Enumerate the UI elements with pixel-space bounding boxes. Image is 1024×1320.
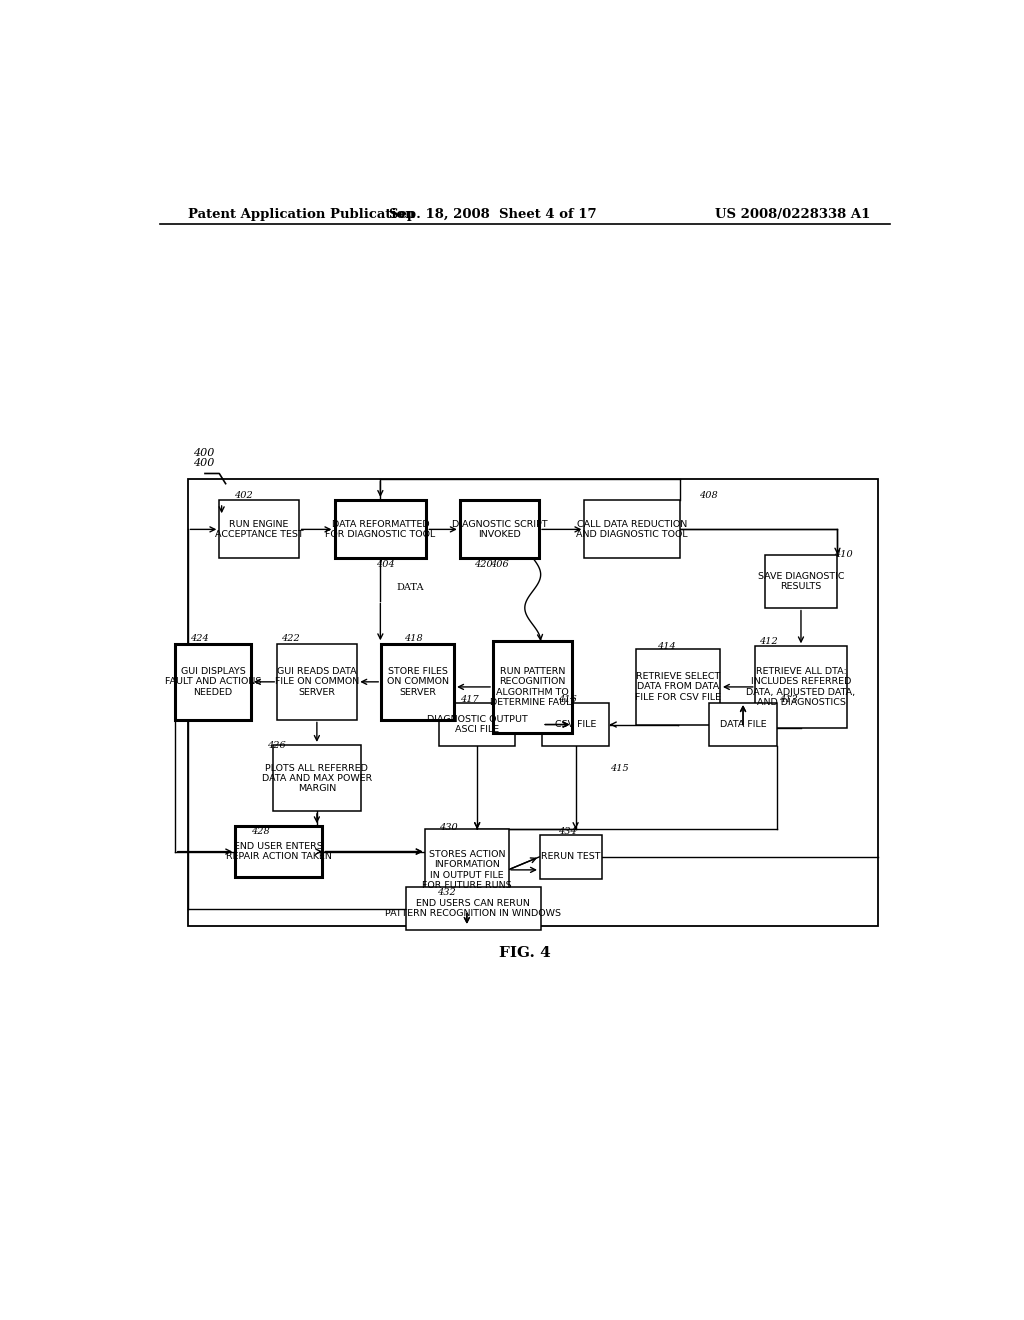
FancyBboxPatch shape [175, 644, 251, 719]
Text: END USERS CAN RERUN
PATTERN RECOGNITION IN WINDOWS: END USERS CAN RERUN PATTERN RECOGNITION … [385, 899, 561, 919]
Text: 430: 430 [439, 822, 458, 832]
Text: GUI DISPLAYS
FAULT AND ACTIONS
NEEDED: GUI DISPLAYS FAULT AND ACTIONS NEEDED [165, 667, 261, 697]
FancyBboxPatch shape [710, 702, 777, 746]
Text: 418: 418 [404, 634, 423, 643]
Text: 413: 413 [778, 694, 798, 704]
Text: CSV FILE: CSV FILE [555, 719, 596, 729]
FancyBboxPatch shape [335, 500, 426, 558]
FancyBboxPatch shape [542, 702, 609, 746]
FancyBboxPatch shape [219, 500, 299, 558]
Text: 415: 415 [610, 764, 630, 772]
Text: FIG. 4: FIG. 4 [499, 946, 551, 960]
Text: DATA: DATA [396, 583, 424, 591]
Text: 434: 434 [558, 826, 577, 836]
Text: END USER ENTERS
REPAIR ACTION TAKEN: END USER ENTERS REPAIR ACTION TAKEN [226, 842, 332, 861]
Text: RETRIEVE SELECT
DATA FROM DATA
FILE FOR CSV FILE: RETRIEVE SELECT DATA FROM DATA FILE FOR … [635, 672, 721, 702]
Text: 424: 424 [189, 634, 209, 643]
Text: 400: 400 [194, 449, 214, 458]
FancyBboxPatch shape [756, 647, 847, 727]
FancyBboxPatch shape [381, 644, 455, 719]
Text: 432: 432 [437, 888, 457, 896]
Text: 410: 410 [835, 550, 853, 560]
Text: DATA REFORMATTED
FOR DIAGNOSTIC TOOL: DATA REFORMATTED FOR DIAGNOSTIC TOOL [326, 520, 435, 539]
FancyBboxPatch shape [765, 554, 837, 607]
FancyBboxPatch shape [236, 826, 323, 876]
FancyBboxPatch shape [439, 702, 515, 746]
Text: STORES ACTION
INFORMATION
IN OUTPUT FILE
FOR FUTURE RUNS: STORES ACTION INFORMATION IN OUTPUT FILE… [422, 850, 512, 890]
FancyBboxPatch shape [278, 644, 356, 719]
Text: Sep. 18, 2008  Sheet 4 of 17: Sep. 18, 2008 Sheet 4 of 17 [389, 207, 597, 220]
Text: 414: 414 [657, 642, 676, 651]
FancyBboxPatch shape [406, 887, 541, 931]
Text: GUI READS DATA
FILE ON COMMON
SERVER: GUI READS DATA FILE ON COMMON SERVER [274, 667, 359, 697]
Text: DATA FILE: DATA FILE [720, 719, 766, 729]
Text: PLOTS ALL REFERRED
DATA AND MAX POWER
MARGIN: PLOTS ALL REFERRED DATA AND MAX POWER MA… [262, 763, 372, 793]
Text: 426: 426 [267, 742, 286, 750]
Text: 416: 416 [558, 694, 577, 704]
Text: 422: 422 [282, 634, 300, 643]
FancyBboxPatch shape [460, 500, 539, 558]
FancyBboxPatch shape [540, 834, 602, 879]
Text: 402: 402 [233, 491, 252, 500]
Text: DIAGNOSTIC SCRIPT
INVOKED: DIAGNOSTIC SCRIPT INVOKED [452, 520, 547, 539]
Text: RUN PATTERN
RECOGNITION
ALGORITHM TO
DETERMINE FAULT: RUN PATTERN RECOGNITION ALGORITHM TO DET… [489, 667, 575, 708]
Text: STORE FILES
ON COMMON
SERVER: STORE FILES ON COMMON SERVER [387, 667, 449, 697]
FancyBboxPatch shape [494, 642, 572, 733]
Text: RETRIEVE ALL DTA:
INCLUDES REFERRED
DATA, ADJUSTED DATA,
AND DIAGNOSTICS: RETRIEVE ALL DTA: INCLUDES REFERRED DATA… [746, 667, 855, 708]
Text: 417: 417 [460, 694, 478, 704]
Text: RERUN TEST: RERUN TEST [541, 853, 601, 861]
Text: 428: 428 [251, 826, 269, 836]
Text: US 2008/0228338 A1: US 2008/0228338 A1 [715, 207, 870, 220]
Text: 406: 406 [489, 561, 509, 569]
Text: 420: 420 [474, 561, 493, 569]
Text: 400: 400 [194, 458, 214, 469]
Text: 408: 408 [699, 491, 718, 500]
Text: Patent Application Publication: Patent Application Publication [187, 207, 415, 220]
Text: RUN ENGINE
ACCEPTANCE TEST: RUN ENGINE ACCEPTANCE TEST [215, 520, 303, 539]
FancyBboxPatch shape [585, 500, 680, 558]
Text: DIAGNOSTIC OUTPUT
ASCI FILE: DIAGNOSTIC OUTPUT ASCI FILE [427, 715, 527, 734]
FancyBboxPatch shape [636, 649, 720, 725]
FancyBboxPatch shape [273, 746, 360, 812]
Text: 412: 412 [759, 636, 777, 645]
Text: SAVE DIAGNOSTIC
RESULTS: SAVE DIAGNOSTIC RESULTS [758, 572, 844, 591]
FancyBboxPatch shape [425, 829, 509, 911]
Text: 404: 404 [376, 561, 394, 569]
Text: CALL DATA REDUCTION
AND DIAGNOSTIC TOOL: CALL DATA REDUCTION AND DIAGNOSTIC TOOL [577, 520, 688, 539]
